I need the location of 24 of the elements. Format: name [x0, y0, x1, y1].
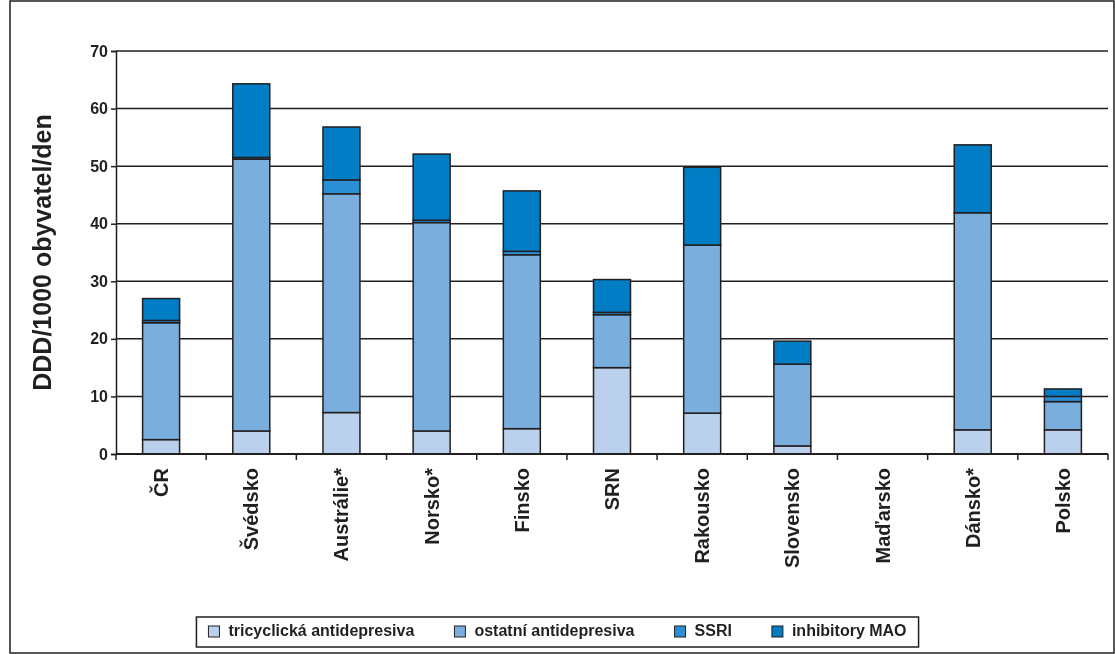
y-tick-label: 70 [90, 42, 109, 60]
y-axis-title: DDD/1000 obyvatel/den [28, 114, 56, 391]
x-tick-label: Finsko [510, 468, 533, 533]
y-tick-label: 10 [90, 388, 109, 406]
y-tick-label: 60 [90, 100, 109, 118]
y-tick-label: 50 [90, 157, 109, 175]
x-tick-label: Polsko [1051, 468, 1074, 534]
legend-label: SSRI [694, 622, 732, 639]
x-tick-label: Švédsko [239, 468, 263, 551]
x-tick-label: ČR [149, 467, 173, 497]
x-tick-label: Norsko* [420, 467, 443, 545]
y-tick-label: 30 [90, 272, 109, 290]
y-tick-label: 40 [90, 215, 109, 233]
y-tick-label: 0 [99, 445, 109, 463]
x-tick-label: Rakousko [691, 468, 714, 564]
y-tick-label: 20 [90, 330, 109, 348]
x-tick-label: Austrálie* [330, 467, 353, 562]
legend-label: ostatní antidepresiva [474, 622, 635, 639]
x-tick-label: Dánsko* [961, 467, 984, 549]
x-tick-label: SRN [601, 468, 623, 511]
legend-label: inhibitory MAO [791, 622, 907, 639]
legend-label: tricyclická antidepresiva [228, 622, 415, 639]
x-tick-label: Maďarsko [871, 468, 894, 564]
x-tick-label: Slovensko [781, 468, 804, 569]
